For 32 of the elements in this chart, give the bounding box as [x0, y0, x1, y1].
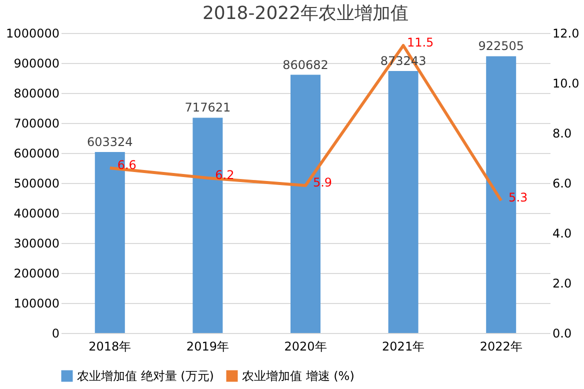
legend-label: 农业增加值 增速 (%)	[242, 369, 354, 383]
x-tick-label: 2018年	[88, 340, 132, 354]
data-label: 603324	[86, 135, 133, 150]
chart-title: 2018-2022年农业增加值	[202, 3, 409, 24]
y-tick-label: 1000000	[6, 26, 60, 40]
y2-tick-label: 0.0	[552, 326, 572, 340]
y-tick-label: 800000	[14, 86, 60, 100]
y-tick-label: 500000	[14, 176, 60, 190]
y2-tick-label: 2.0	[552, 276, 572, 290]
y2-tick-label: 4.0	[552, 226, 572, 240]
y-tick-label: 100000	[14, 296, 60, 310]
y2-tick-label: 12.0	[552, 26, 580, 40]
y2-tick-label: 10.0	[552, 76, 580, 90]
x-tick-label: 2022年	[480, 340, 522, 354]
x-tick-label: 2019年	[186, 340, 229, 354]
y-tick-label: 200000	[14, 266, 60, 280]
bar	[388, 71, 418, 333]
y-tick-label: 0	[52, 326, 60, 340]
data-label: 11.5	[406, 36, 434, 50]
y-tick-label: 600000	[14, 146, 60, 160]
legend-label: 农业增加值 绝对量 (万元)	[77, 369, 214, 383]
x-tick-label: 2020年	[284, 340, 327, 354]
y-tick-label: 900000	[14, 56, 60, 70]
y2-tick-label: 6.0	[552, 176, 572, 190]
data-label: 922505	[478, 39, 524, 54]
y2-tick-label: 8.0	[552, 126, 572, 140]
y-tick-label: 400000	[14, 206, 60, 220]
data-label: 717621	[184, 100, 231, 115]
y-tick-label: 700000	[14, 116, 60, 130]
y-tick-label: 300000	[14, 236, 60, 250]
data-label: 860682	[282, 58, 328, 72]
x-tick-label: 2021年	[382, 340, 425, 354]
